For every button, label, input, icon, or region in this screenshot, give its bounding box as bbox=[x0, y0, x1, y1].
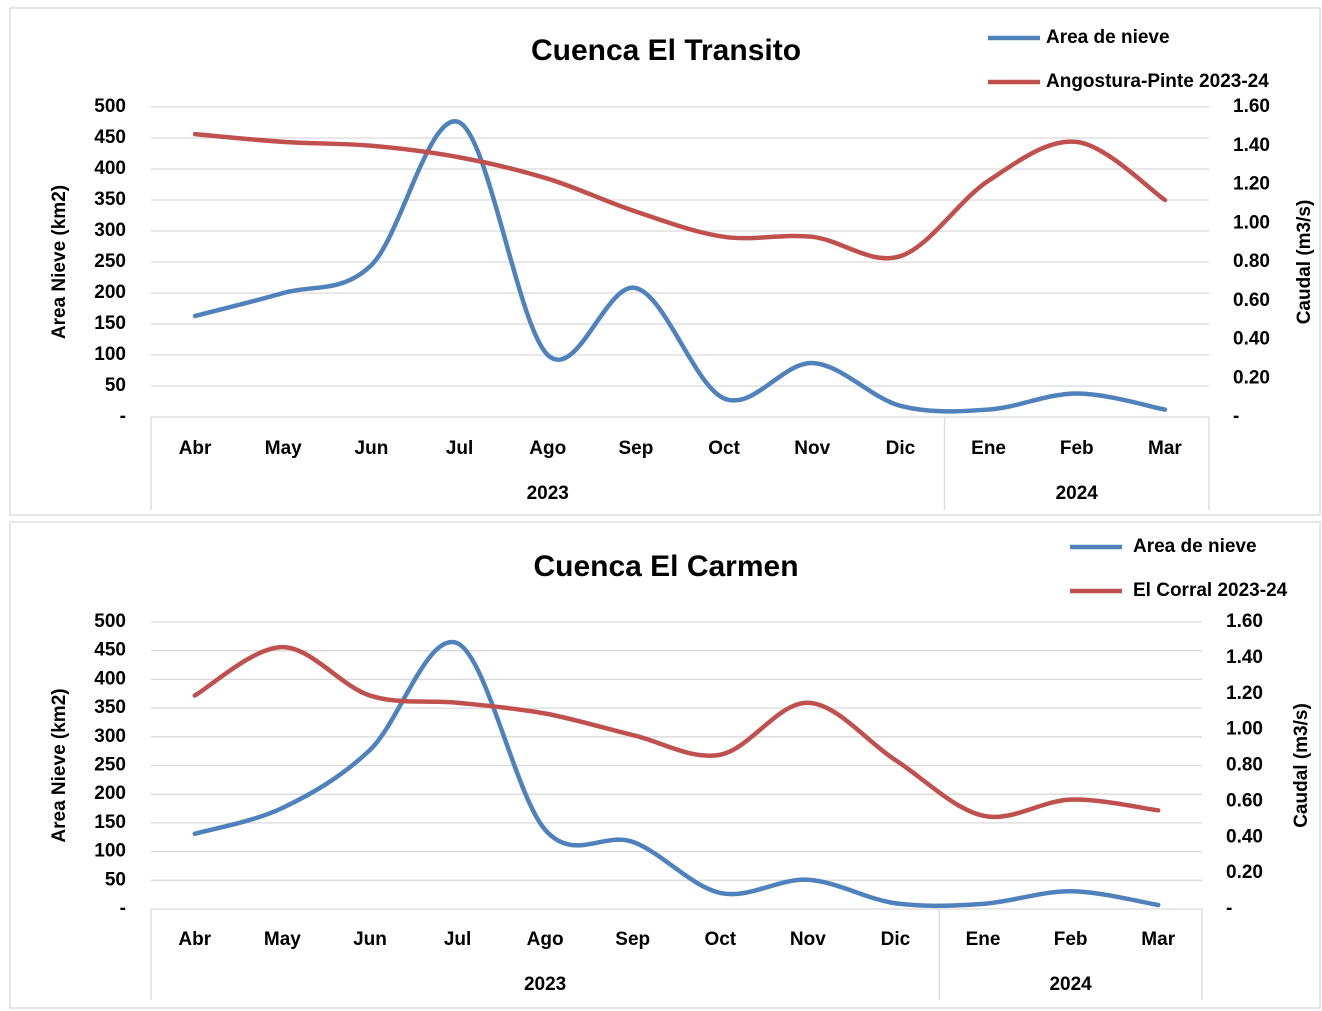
y2-tick-label: 0.60 bbox=[1226, 790, 1263, 811]
y-tick-label: 400 bbox=[94, 668, 126, 689]
x-tick-label: Oct bbox=[704, 929, 736, 950]
x-tick-label: Mar bbox=[1141, 929, 1175, 950]
legend-label: Angostura-Pinte 2023-24 bbox=[1046, 71, 1269, 92]
y-tick-label: 450 bbox=[94, 127, 126, 148]
y-tick-label: 150 bbox=[94, 313, 126, 334]
y2-axis-label: Caudal (m3/s) bbox=[1294, 200, 1315, 325]
x-tick-label: Jul bbox=[444, 929, 471, 950]
y-tick-label: 350 bbox=[94, 697, 126, 718]
x-tick-label: Dic bbox=[886, 438, 916, 459]
y-tick-label: 50 bbox=[105, 375, 126, 396]
y-tick-label: 150 bbox=[94, 812, 126, 833]
y-tick-label: 300 bbox=[94, 220, 126, 241]
legend-label: El Corral 2023-24 bbox=[1133, 580, 1288, 601]
y2-tick-label: 0.20 bbox=[1226, 862, 1263, 883]
y-tick-label: 400 bbox=[94, 158, 126, 179]
x-tick-label: Feb bbox=[1060, 438, 1094, 459]
x-tick-label: Ene bbox=[971, 438, 1006, 459]
y2-tick-label: 1.00 bbox=[1233, 212, 1270, 233]
x-tick-label: Dic bbox=[881, 929, 911, 950]
x-tick-label: Mar bbox=[1148, 438, 1182, 459]
chart-frame bbox=[9, 521, 1321, 1009]
y2-tick-label: 0.40 bbox=[1226, 826, 1263, 847]
y-tick-label: 200 bbox=[94, 783, 126, 804]
line-series bbox=[192, 119, 1168, 414]
x-tick-label: Jun bbox=[355, 438, 389, 459]
y2-tick-label: 1.20 bbox=[1226, 683, 1263, 704]
y-axis-label: Area Nieve (km2) bbox=[49, 688, 70, 842]
x-tick-label: Sep bbox=[615, 929, 650, 950]
y2-tick-label: - bbox=[1226, 898, 1232, 919]
y2-tick-label: 1.20 bbox=[1233, 174, 1270, 195]
x-tick-label: Abr bbox=[178, 929, 211, 950]
chart-title: Cuenca El Carmen bbox=[533, 550, 798, 583]
legend-label: Area de nieve bbox=[1133, 536, 1257, 557]
y2-tick-label: 0.20 bbox=[1233, 367, 1270, 388]
x-tick-label: May bbox=[265, 438, 302, 459]
x-group-label: 2023 bbox=[527, 483, 569, 504]
y2-axis-label: Caudal (m3/s) bbox=[1291, 703, 1312, 828]
y2-tick-label: 1.40 bbox=[1226, 647, 1263, 668]
y-tick-label: 500 bbox=[94, 96, 126, 117]
y-tick-label: 250 bbox=[94, 251, 126, 272]
x-tick-label: Abr bbox=[179, 438, 212, 459]
y2-tick-label: 0.40 bbox=[1233, 329, 1270, 350]
chart-title: Cuenca El Transito bbox=[531, 34, 801, 67]
y2-tick-label: 1.40 bbox=[1233, 135, 1270, 156]
y-tick-label: - bbox=[120, 898, 126, 919]
x-tick-label: Feb bbox=[1054, 929, 1088, 950]
y-tick-label: - bbox=[120, 406, 126, 427]
y2-tick-label: 1.00 bbox=[1226, 719, 1263, 740]
y2-tick-label: - bbox=[1233, 406, 1239, 427]
y2-tick-label: 0.80 bbox=[1233, 251, 1270, 272]
x-tick-label: Sep bbox=[618, 438, 653, 459]
x-tick-label: Jun bbox=[353, 929, 387, 950]
y-tick-label: 450 bbox=[94, 640, 126, 661]
x-tick-label: May bbox=[264, 929, 301, 950]
line-series bbox=[192, 644, 1161, 820]
line-series bbox=[192, 639, 1161, 909]
y2-tick-label: 0.80 bbox=[1226, 755, 1263, 776]
x-group-label: 2024 bbox=[1049, 974, 1092, 995]
y-tick-label: 350 bbox=[94, 189, 126, 210]
y-tick-label: 50 bbox=[105, 869, 126, 890]
y2-tick-label: 1.60 bbox=[1226, 611, 1263, 632]
x-tick-label: Jul bbox=[446, 438, 473, 459]
x-tick-label: Ago bbox=[529, 438, 566, 459]
x-group-label: 2023 bbox=[524, 974, 566, 995]
chart-frame bbox=[9, 7, 1321, 516]
y-tick-label: 300 bbox=[94, 726, 126, 747]
y2-tick-label: 1.60 bbox=[1233, 96, 1270, 117]
x-tick-label: Oct bbox=[708, 438, 740, 459]
line-series bbox=[192, 131, 1168, 261]
x-group-label: 2024 bbox=[1056, 483, 1099, 504]
y-tick-label: 500 bbox=[94, 611, 126, 632]
x-tick-label: Ago bbox=[527, 929, 564, 950]
y-axis-label: Area Nieve (km2) bbox=[49, 185, 70, 339]
y2-tick-label: 0.60 bbox=[1233, 290, 1270, 311]
x-tick-label: Nov bbox=[794, 438, 830, 459]
x-tick-label: Ene bbox=[966, 929, 1001, 950]
legend-label: Area de nieve bbox=[1046, 27, 1170, 48]
y-tick-label: 200 bbox=[94, 282, 126, 303]
y-tick-label: 100 bbox=[94, 344, 126, 365]
y-tick-label: 250 bbox=[94, 755, 126, 776]
y-tick-label: 100 bbox=[94, 841, 126, 862]
x-tick-label: Nov bbox=[790, 929, 826, 950]
